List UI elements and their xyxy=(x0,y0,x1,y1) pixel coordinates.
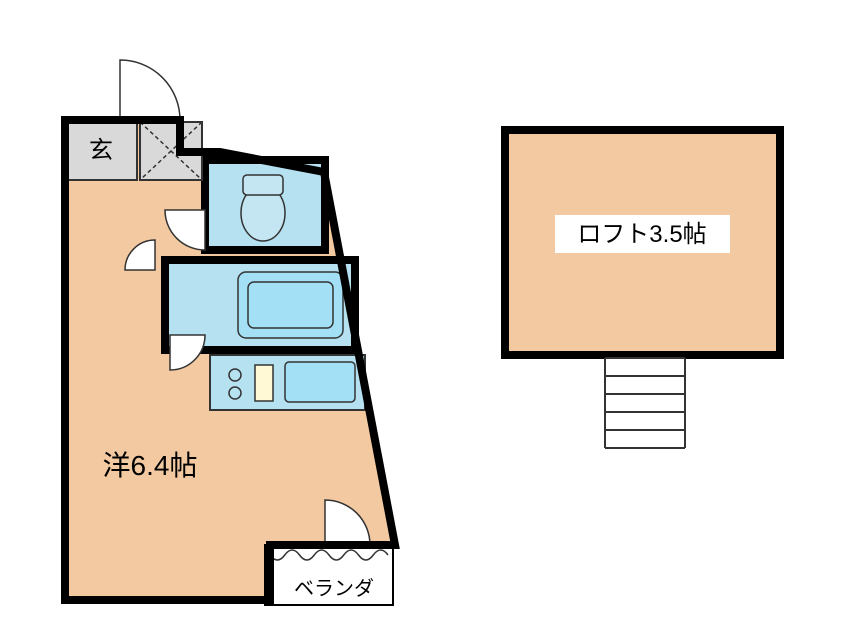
entrance-label: 玄 xyxy=(89,137,113,164)
toilet-tank xyxy=(243,175,283,195)
floor-plan: 洋6.4帖 玄ベランダ ロフト3.5帖 xyxy=(0,0,846,634)
balcony-label: ベランダ xyxy=(294,577,374,600)
kitchen-board xyxy=(255,365,273,401)
door-swing-entrance xyxy=(120,60,180,120)
loft-label: ロフト3.5帖 xyxy=(577,221,706,248)
main-room-label: 洋6.4帖 xyxy=(103,450,198,481)
kitchen-sink xyxy=(285,362,355,402)
